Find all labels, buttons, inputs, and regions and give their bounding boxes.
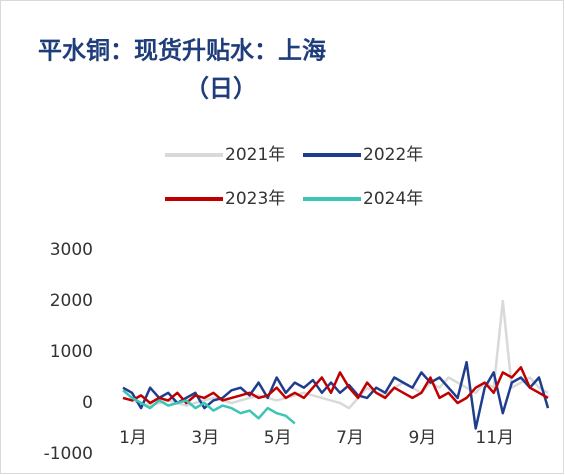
legend-label: 2022年 (363, 145, 423, 165)
series-line (122, 389, 296, 425)
x-tick-label: 7月 (336, 428, 364, 448)
y-tick-label: 2000 (50, 291, 93, 311)
series-line (122, 360, 550, 430)
y-tick-label: 1000 (50, 342, 93, 362)
x-tick-label: 11月 (475, 428, 514, 448)
series-line (122, 366, 549, 405)
legend-label: 2021年 (225, 145, 285, 165)
y-tick-label: 3000 (50, 240, 93, 260)
x-tick-label: 5月 (264, 428, 292, 448)
series-line (122, 299, 549, 410)
legend-label: 2024年 (363, 189, 423, 209)
legend-label: 2023年 (225, 189, 285, 209)
chart-subtitle: （日） (185, 74, 257, 103)
y-tick-label: -1000 (44, 444, 93, 464)
x-tick-label: 3月 (191, 428, 219, 448)
chart-title: 平水铜：现货升贴水：上海 (38, 36, 326, 65)
y-tick-label: 0 (82, 393, 93, 413)
x-tick-label: 9月 (408, 428, 436, 448)
x-tick-label: 1月 (119, 428, 147, 448)
